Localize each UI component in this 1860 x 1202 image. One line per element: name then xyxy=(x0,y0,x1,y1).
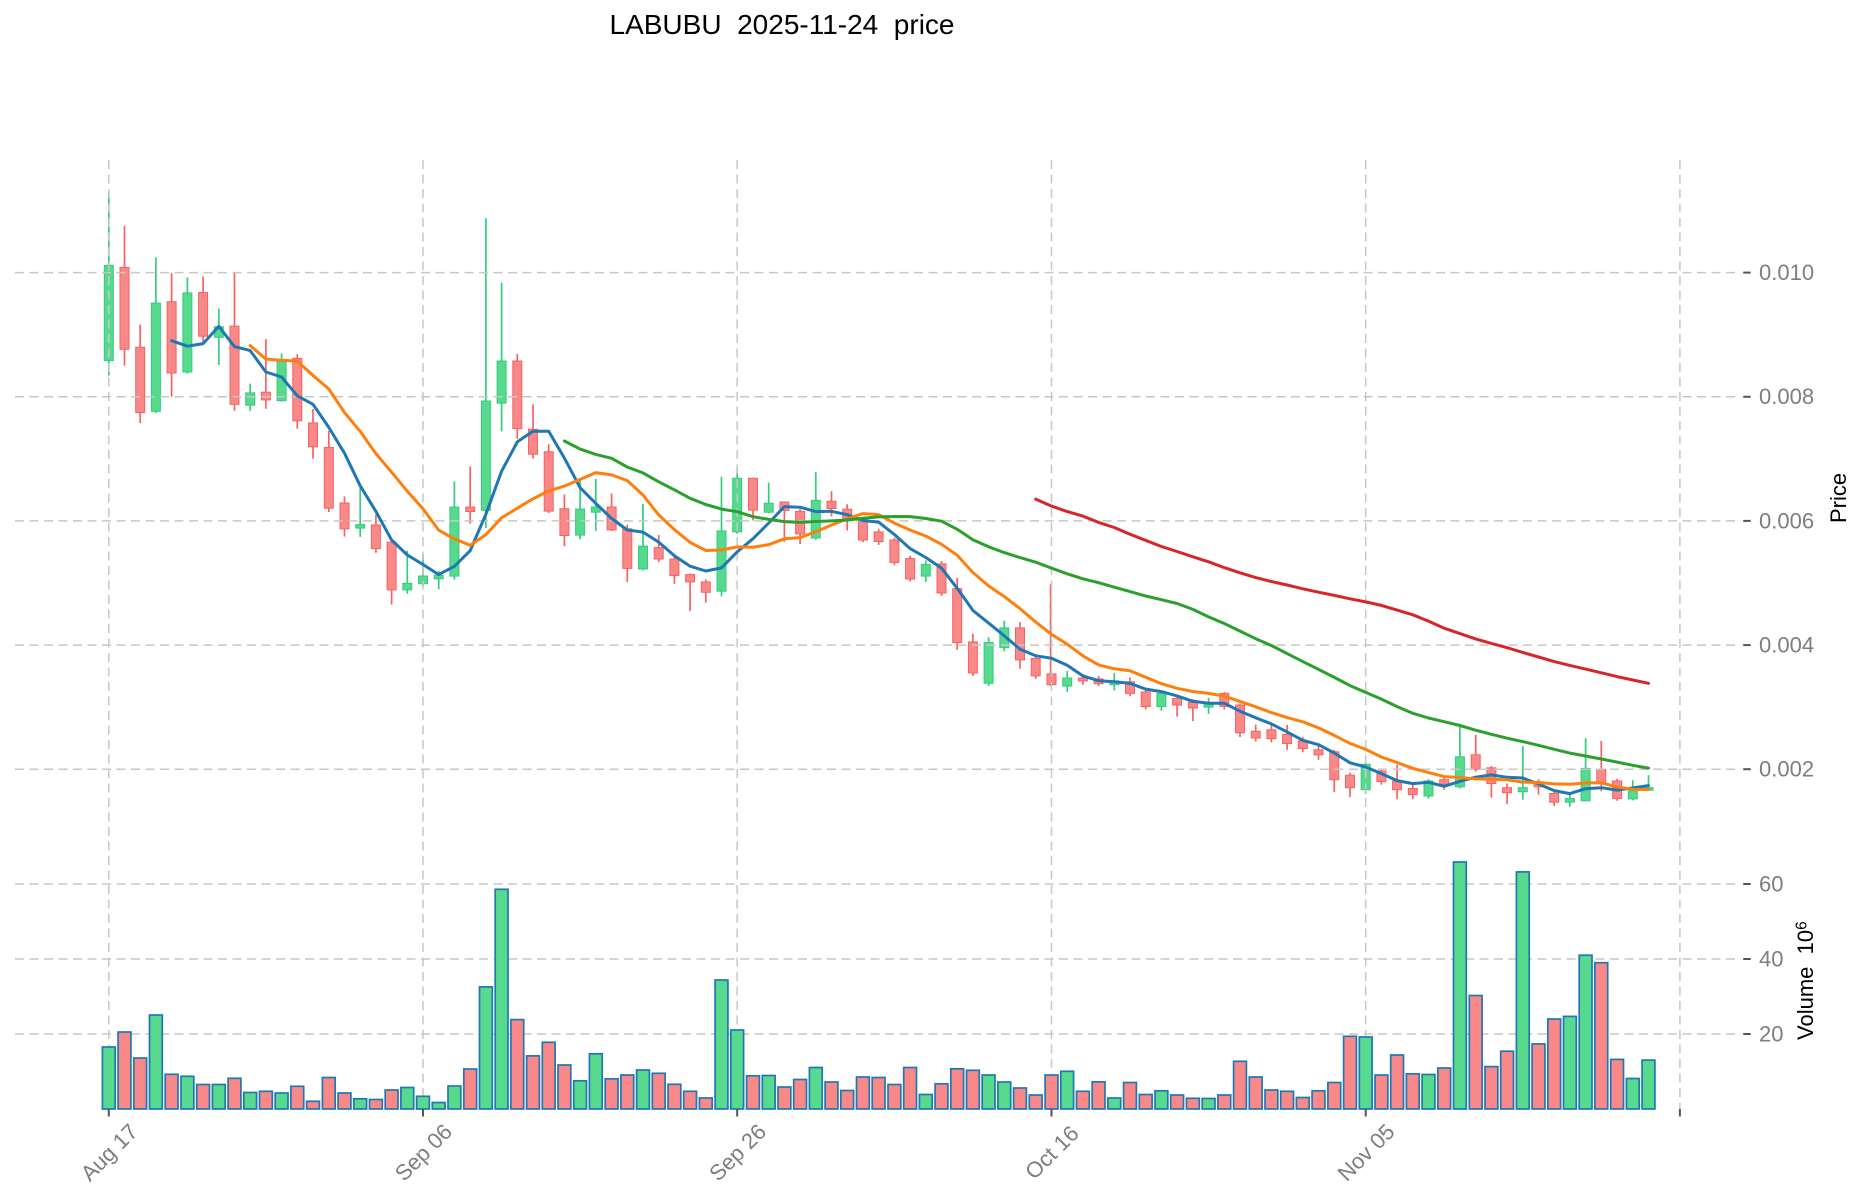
svg-text:0.010: 0.010 xyxy=(1759,260,1814,285)
svg-text:20: 20 xyxy=(1759,1022,1783,1047)
svg-text:40: 40 xyxy=(1759,947,1783,972)
svg-text:0.006: 0.006 xyxy=(1759,508,1814,533)
svg-text:LABUBU 2025-11-24 price: LABUBU 2025-11-24 price xyxy=(610,9,955,40)
svg-text:0.002: 0.002 xyxy=(1759,757,1814,782)
svg-text:Volume 106: Volume 106 xyxy=(1793,921,1818,1040)
svg-text:Price: Price xyxy=(1826,473,1851,523)
svg-text:0.008: 0.008 xyxy=(1759,384,1814,409)
svg-text:60: 60 xyxy=(1759,872,1783,897)
svg-text:0.004: 0.004 xyxy=(1759,633,1814,658)
